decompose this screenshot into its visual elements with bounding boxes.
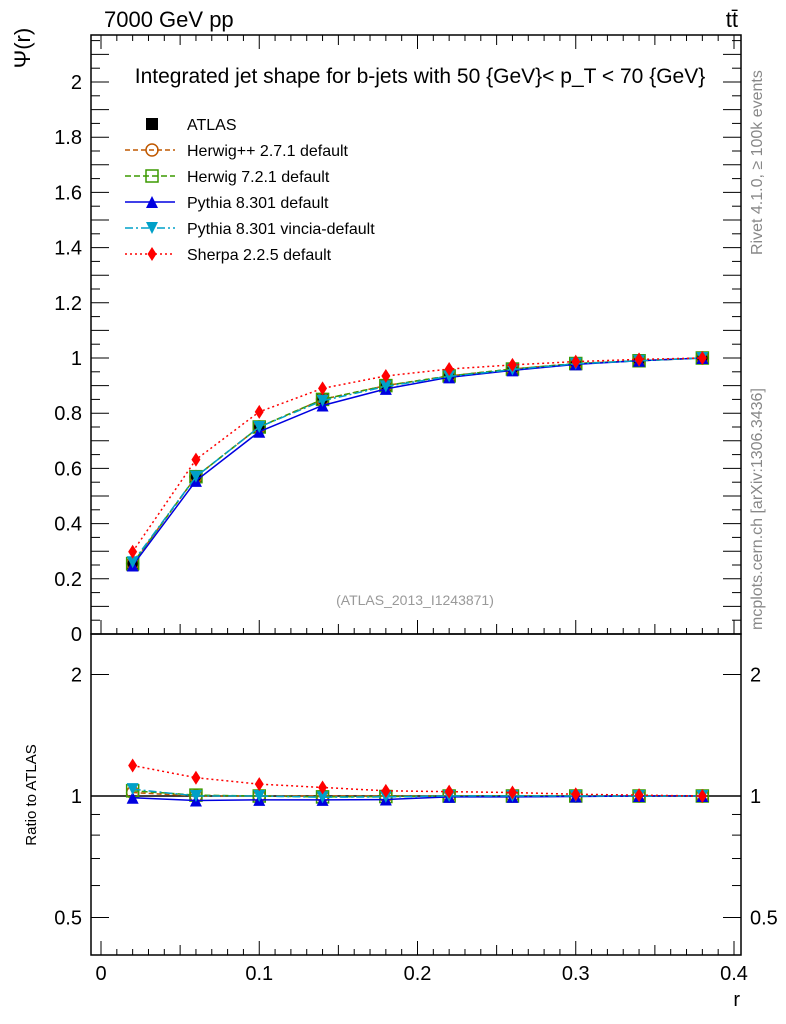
data-point-pythia-8-301-vincia-default bbox=[379, 380, 392, 393]
y-tick-label: 2 bbox=[71, 72, 82, 94]
data-point-sherpa-2-2-5-default bbox=[191, 452, 201, 467]
series-line-pythia-8-301-vincia-default bbox=[132, 357, 703, 563]
ratio-point-sherpa-2-2-5-default bbox=[254, 777, 264, 792]
ratio-point-pythia-8-301-vincia-default bbox=[189, 790, 202, 802]
x-tick-label: 0.2 bbox=[404, 963, 432, 985]
x-tick-label: 0.4 bbox=[720, 963, 748, 985]
y-tick-label: 0.6 bbox=[54, 458, 82, 480]
ratio-point-sherpa-2-2-5-default bbox=[571, 787, 581, 802]
y-tick-label: 0 bbox=[71, 624, 82, 646]
side-note-bottom: mcplots.cern.ch [arXiv:1306.3436] bbox=[749, 388, 766, 630]
ratio-point-sherpa-2-2-5-default bbox=[381, 783, 391, 798]
data-point-sherpa-2-2-5-default bbox=[318, 381, 328, 396]
x-tick-label: 0 bbox=[95, 963, 106, 985]
x-tick-label: 0.3 bbox=[562, 963, 590, 985]
data-point-sherpa-2-2-5-default bbox=[254, 404, 264, 419]
y-tick-label: 1.8 bbox=[54, 127, 82, 149]
y-tick-label: 0.2 bbox=[54, 569, 82, 591]
y-tick-label: 1 bbox=[71, 348, 82, 370]
data-point-sherpa-2-2-5-default bbox=[507, 357, 517, 372]
x-axis-label: r bbox=[733, 989, 740, 1011]
ratio-line-herwig-7-2-1-default bbox=[132, 790, 703, 798]
ratio-point-pythia-8-301-default bbox=[126, 791, 139, 804]
series-line-herwig-7-2-1-default bbox=[132, 357, 703, 565]
legend-marker bbox=[145, 169, 159, 183]
y-tick-label-right: 0.5 bbox=[750, 908, 778, 930]
data-point-pythia-8-301-vincia-default bbox=[316, 394, 329, 407]
header-left: 7000 GeV pp bbox=[104, 7, 234, 32]
data-point-sherpa-2-2-5-default bbox=[571, 354, 581, 369]
data-point-sherpa-2-2-5-default bbox=[128, 544, 138, 559]
x-tick-label: 0.1 bbox=[245, 963, 273, 985]
legend-label: Pythia 8.301 vincia-default bbox=[187, 221, 375, 238]
y-tick-label: 0.4 bbox=[54, 514, 82, 536]
legend-marker bbox=[145, 143, 159, 157]
ratio-point-sherpa-2-2-5-default bbox=[128, 758, 138, 773]
ratio-axis-label: Ratio to ATLAS bbox=[23, 744, 40, 845]
ratio-line-sherpa-2-2-5-default bbox=[132, 764, 703, 797]
y-tick-label: 1.6 bbox=[54, 182, 82, 204]
y-tick-label: 0.8 bbox=[54, 403, 82, 425]
chart-title: Integrated jet shape for b-jets with 50 … bbox=[135, 65, 706, 88]
data-point-sherpa-2-2-5-default bbox=[381, 368, 391, 383]
ratio-point-sherpa-2-2-5-default bbox=[634, 788, 644, 803]
ratio-point-pythia-8-301-vincia-default bbox=[126, 783, 139, 796]
legend-label: Pythia 8.301 default bbox=[187, 195, 329, 212]
y-tick-label: 1.2 bbox=[54, 293, 82, 315]
ratio-point-sherpa-2-2-5-default bbox=[697, 789, 707, 803]
ratio-point-sherpa-2-2-5-default bbox=[444, 784, 454, 799]
y-tick-label: 1.4 bbox=[54, 238, 82, 260]
series-line-sherpa-2-2-5-default bbox=[132, 357, 703, 553]
legend-marker bbox=[147, 247, 157, 261]
y-tick-label: 2 bbox=[71, 665, 82, 687]
y-tick-label: 1 bbox=[71, 786, 82, 808]
data-point-sherpa-2-2-5-default bbox=[444, 362, 454, 377]
header-right: tt̄ bbox=[726, 7, 738, 32]
legend-label: Herwig++ 2.7.1 default bbox=[187, 143, 349, 160]
y-tick-label-right: 1 bbox=[750, 786, 761, 808]
series-line-pythia-8-301-default bbox=[132, 357, 703, 567]
series-line-herwig-2-7-1-default bbox=[132, 357, 703, 565]
data-point-sherpa-2-2-5-default bbox=[634, 352, 644, 367]
ratio-line-pythia-8-301-vincia-default bbox=[132, 788, 703, 798]
data-point-sherpa-2-2-5-default bbox=[697, 351, 707, 365]
ratio-point-pythia-8-301-vincia-default bbox=[316, 791, 329, 804]
data-point-pythia-8-301-vincia-default bbox=[443, 370, 456, 383]
legend-label: Herwig 7.2.1 default bbox=[187, 169, 330, 186]
watermark: (ATLAS_2013_I1243871) bbox=[336, 592, 494, 608]
y-tick-label: 0.5 bbox=[54, 908, 82, 930]
data-point-pythia-8-301-vincia-default bbox=[126, 556, 139, 569]
ratio-point-sherpa-2-2-5-default bbox=[507, 785, 517, 800]
legend-marker bbox=[146, 196, 158, 208]
legend-marker bbox=[146, 118, 158, 130]
ratio-point-pythia-8-301-vincia-default bbox=[253, 790, 266, 802]
lower-frame bbox=[90, 633, 742, 956]
legend-label: ATLAS bbox=[187, 117, 237, 134]
ratio-point-sherpa-2-2-5-default bbox=[191, 770, 201, 785]
y-tick-label-right: 2 bbox=[750, 665, 761, 687]
legend-label: Sherpa 2.2.5 default bbox=[187, 247, 332, 264]
data-point-pythia-8-301-vincia-default bbox=[253, 421, 266, 433]
ratio-point-sherpa-2-2-5-default bbox=[318, 780, 328, 795]
legend-marker bbox=[146, 222, 158, 234]
data-point-pythia-8-301-vincia-default bbox=[189, 470, 202, 483]
y-axis-label: Ψ(r) bbox=[10, 28, 35, 68]
side-note-top: Rivet 4.1.0, ≥ 100k events bbox=[749, 70, 766, 255]
